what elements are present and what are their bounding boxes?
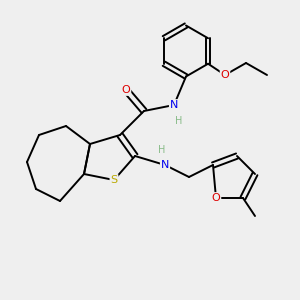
Text: N: N <box>161 160 169 170</box>
Text: O: O <box>220 70 230 80</box>
Text: H: H <box>158 145 166 155</box>
Text: N: N <box>170 100 178 110</box>
Text: H: H <box>175 116 182 127</box>
Text: S: S <box>110 175 118 185</box>
Text: O: O <box>212 193 220 203</box>
Text: O: O <box>122 85 130 95</box>
